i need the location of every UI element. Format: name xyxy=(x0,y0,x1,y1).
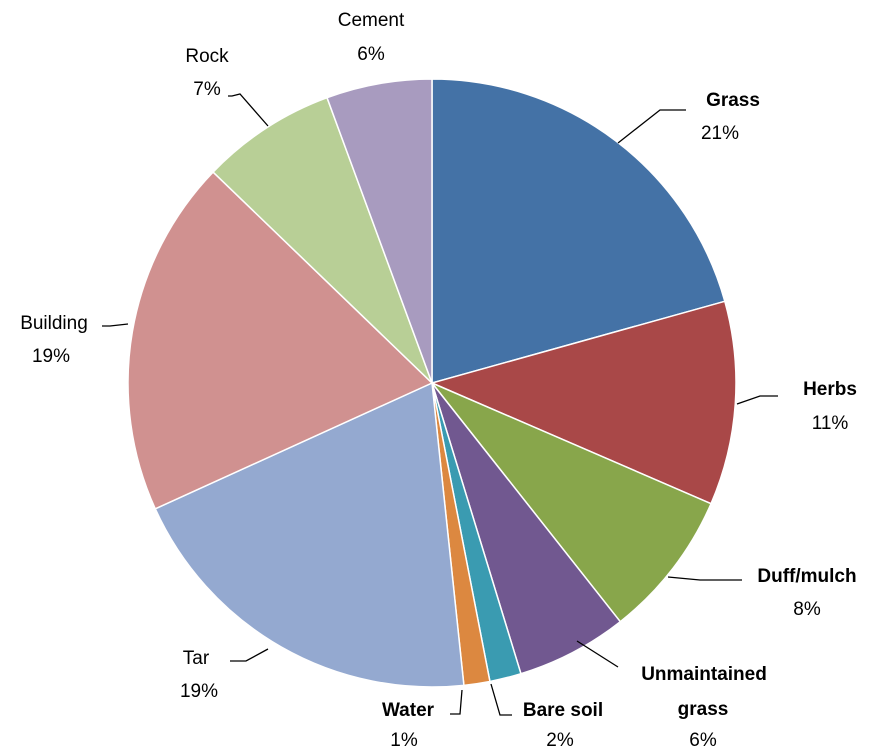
leader-bare-soil xyxy=(490,683,512,716)
label-cement-pct: 6% xyxy=(357,44,385,65)
label-grass-name: Grass xyxy=(706,90,760,111)
label-rock-name: Rock xyxy=(185,46,229,67)
pie-slice-rock xyxy=(212,96,433,384)
label-tar-pct: 19% xyxy=(180,681,218,702)
label-duff-mulch-name: Duff/mulch xyxy=(757,566,856,587)
label-herbs-name: Herbs xyxy=(803,379,857,400)
label-cement-name: Cement xyxy=(338,10,405,31)
leader-herbs xyxy=(736,395,778,405)
label-unmaintained-grass-name-line2: grass xyxy=(678,699,729,720)
label-water-pct: 1% xyxy=(390,730,418,749)
pie-slice-cement xyxy=(326,78,433,384)
label-building-name: Building xyxy=(20,313,88,334)
label-building-pct: 19% xyxy=(32,346,70,367)
leader-duff-mulch xyxy=(667,576,742,581)
leader-tar xyxy=(230,648,269,662)
label-unmaintained-grass-name: Unmaintained xyxy=(641,664,767,685)
pie-slice-building xyxy=(127,171,433,510)
label-bare-soil-name: Bare soil xyxy=(523,700,603,721)
pie-slice-herbs xyxy=(431,300,737,505)
leader-grass xyxy=(617,109,686,144)
pie-slice-grass xyxy=(431,78,726,384)
leader-building xyxy=(102,323,129,327)
label-unmaintained-grass-pct: 6% xyxy=(689,730,717,749)
label-tar-name: Tar xyxy=(183,648,210,669)
label-rock-pct: 7% xyxy=(193,79,221,100)
label-grass-pct: 21% xyxy=(701,123,739,144)
label-duff-mulch-pct: 8% xyxy=(793,599,821,620)
leader-water xyxy=(450,689,463,715)
pie-slice-duff-mulch xyxy=(431,382,712,623)
pie-slices xyxy=(127,78,737,688)
label-water-name: Water xyxy=(382,700,435,721)
label-herbs-pct: 11% xyxy=(812,413,849,434)
label-bare-soil-pct: 2% xyxy=(546,730,574,749)
leader-rock xyxy=(228,93,269,127)
pie-slice-tar xyxy=(154,382,465,688)
leader-lines xyxy=(102,93,778,716)
leader-unmaintained-grass xyxy=(576,640,619,668)
